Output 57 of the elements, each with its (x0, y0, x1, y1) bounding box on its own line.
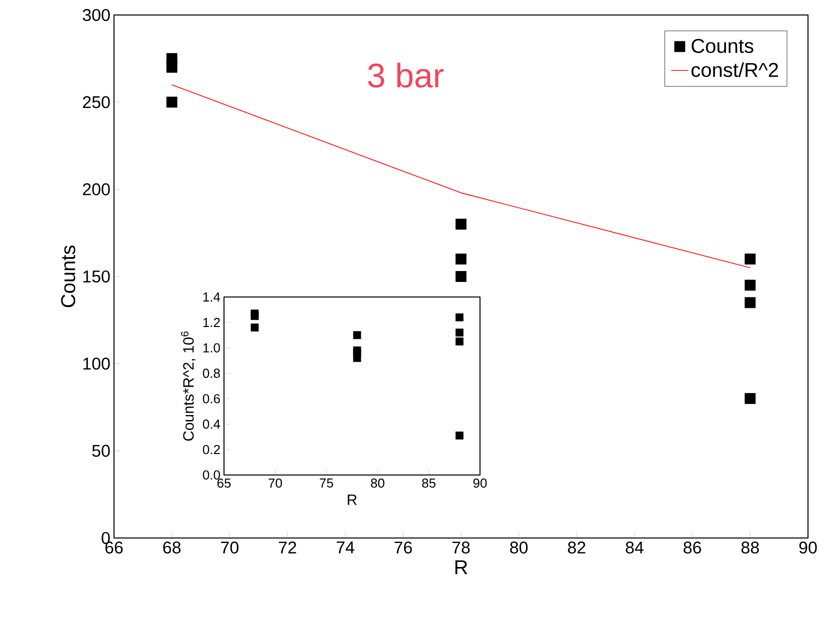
y-tick-label: 0.4 (202, 420, 220, 429)
legend-label: const/R^2 (692, 62, 778, 78)
point (744, 297, 756, 308)
x-tick-label: 68 (163, 542, 181, 554)
x-tick-label: 70 (268, 478, 282, 488)
x-tick-label: 90 (799, 542, 817, 554)
y-tick-label: 1.4 (203, 292, 220, 302)
x-tick-label: 90 (473, 478, 487, 488)
x-axis-title: R (348, 494, 357, 505)
x-tick-label: 78 (452, 542, 470, 554)
point (166, 96, 178, 108)
x-tick-label: 72 (278, 542, 296, 554)
x-tick-label: 76 (394, 542, 412, 554)
x-tick-label: 82 (568, 542, 586, 554)
point (353, 331, 362, 340)
x-tick-label: 70 (221, 542, 238, 554)
x-tick-label: 88 (741, 542, 759, 554)
y-axis-title: Counts (61, 246, 76, 308)
point (744, 280, 756, 291)
x-tick-label: 65 (217, 478, 231, 488)
point (456, 328, 464, 337)
point (353, 354, 362, 362)
y-tick-label: 0.6 (202, 394, 220, 404)
annotation: 3 bar (368, 62, 444, 88)
point (250, 324, 259, 332)
legend-label: Counts (692, 38, 754, 54)
x-tick-label: 80 (510, 542, 528, 554)
point (744, 254, 756, 265)
x-tick-label: 66 (105, 542, 123, 554)
point (166, 62, 178, 73)
x-tick-label: 74 (336, 542, 354, 554)
y-tick-label: 250 (82, 96, 110, 108)
y-tick-label: 300 (82, 8, 110, 22)
point (456, 432, 464, 440)
y-tick-label: 0.0 (202, 470, 220, 480)
point (456, 313, 464, 322)
y-axis-title: Counts*R^2, 10$^{6}$ (181, 331, 196, 441)
y-tick-label: 200 (82, 183, 110, 196)
point (456, 218, 466, 230)
point (456, 254, 466, 265)
x-tick-label: 86 (684, 542, 702, 554)
x-tick-label: 80 (370, 478, 384, 488)
x-axis-title: R (455, 560, 468, 574)
point (456, 271, 466, 282)
point (744, 393, 756, 404)
point (456, 338, 464, 346)
y-tick-label: 1.2 (203, 318, 220, 327)
x-tick-label: 75 (320, 478, 334, 488)
y-tick-label: 0.2 (202, 444, 220, 454)
y-tick-label: 150 (83, 270, 110, 283)
y-tick-label: 100 (83, 358, 110, 370)
x-tick-label: 84 (626, 542, 644, 554)
point (250, 312, 259, 320)
y-tick-label: 1.0 (203, 343, 220, 352)
y-tick-label: 50 (92, 444, 110, 457)
x-tick-label: 85 (422, 478, 436, 488)
y-tick-label: 0.8 (202, 368, 220, 378)
